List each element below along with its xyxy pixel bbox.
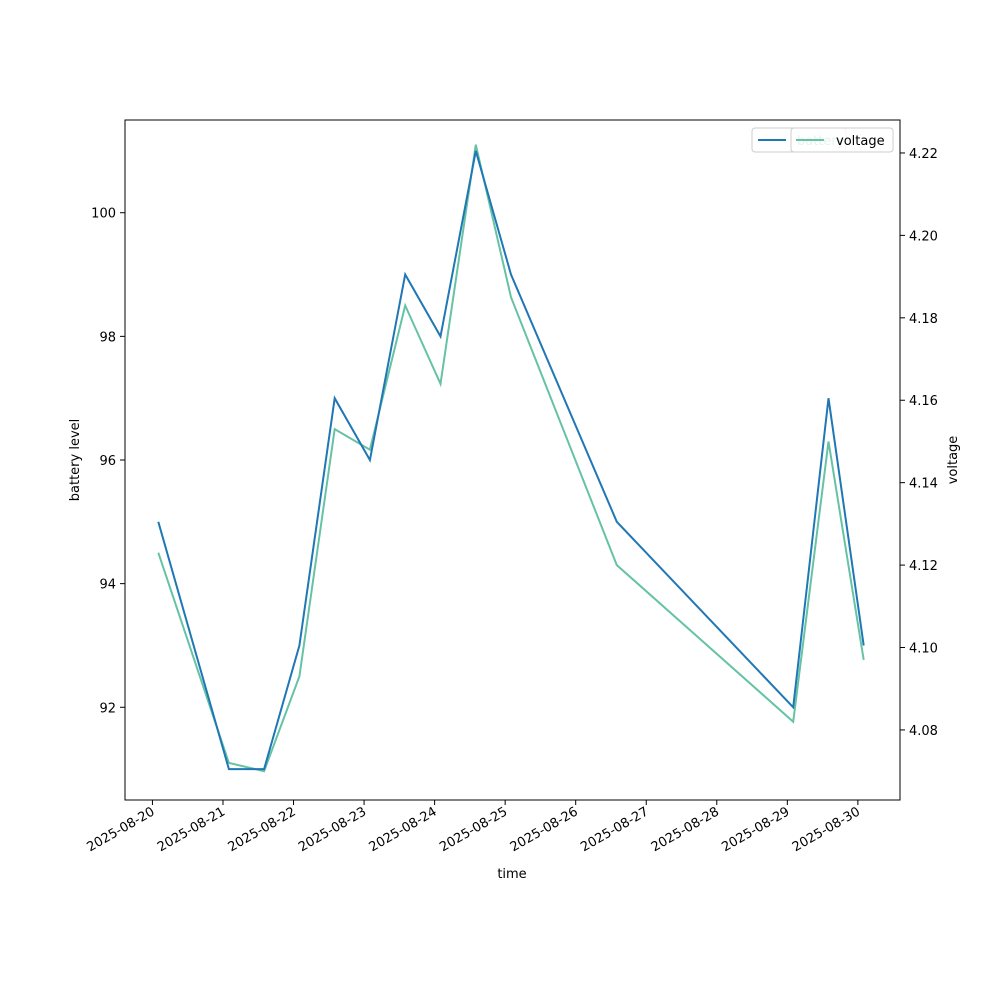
left-y-axis-label: battery level — [68, 419, 83, 502]
series-line-voltage — [157, 144, 865, 773]
x-axis-label: time — [497, 867, 526, 882]
series-line-battery — [157, 150, 865, 771]
left-y-tick-label: 94 — [99, 578, 116, 593]
x-tick-label: 2025-08-20 — [84, 804, 157, 855]
x-axis-ticks: 2025-08-202025-08-212025-08-222025-08-23… — [84, 800, 863, 855]
series-layer — [157, 144, 865, 773]
right-y-tick-label: 4.18 — [909, 312, 938, 327]
legend-voltage: voltage — [790, 127, 894, 153]
left-y-axis-ticks: 92 94 96 98 100 — [91, 207, 125, 716]
right-y-tick-label: 4.14 — [909, 477, 938, 492]
right-y-axis-ticks: 4.08 4.10 4.12 4.14 4.16 4.18 4.20 4.22 — [900, 147, 938, 739]
right-y-tick-label: 4.08 — [909, 724, 938, 739]
legend-box-voltage — [790, 127, 894, 153]
x-tick-label: 2025-08-28 — [649, 804, 722, 855]
plot-frame — [124, 119, 901, 801]
x-tick-label: 2025-08-30 — [790, 804, 863, 855]
x-tick-label: 2025-08-23 — [296, 804, 369, 855]
left-y-tick-label: 92 — [99, 701, 116, 716]
right-y-tick-label: 4.16 — [909, 394, 938, 409]
x-tick-label: 2025-08-22 — [226, 804, 299, 855]
left-y-tick-label: 96 — [99, 454, 116, 469]
right-y-tick-label: 4.12 — [909, 559, 938, 574]
legend-label-voltage: voltage — [836, 134, 885, 149]
right-y-tick-label: 4.22 — [909, 147, 938, 162]
x-tick-label: 2025-08-24 — [367, 804, 440, 855]
right-y-axis-label: voltage — [946, 436, 961, 485]
left-y-tick-label: 100 — [91, 207, 116, 222]
left-y-tick-label: 98 — [99, 330, 116, 345]
x-tick-label: 2025-08-21 — [155, 804, 228, 855]
x-tick-label: 2025-08-25 — [437, 804, 510, 855]
x-tick-label: 2025-08-29 — [719, 804, 792, 855]
x-tick-label: 2025-08-27 — [578, 804, 651, 855]
right-y-tick-label: 4.10 — [909, 642, 938, 657]
right-y-tick-label: 4.20 — [909, 229, 938, 244]
x-tick-label: 2025-08-26 — [508, 804, 581, 855]
